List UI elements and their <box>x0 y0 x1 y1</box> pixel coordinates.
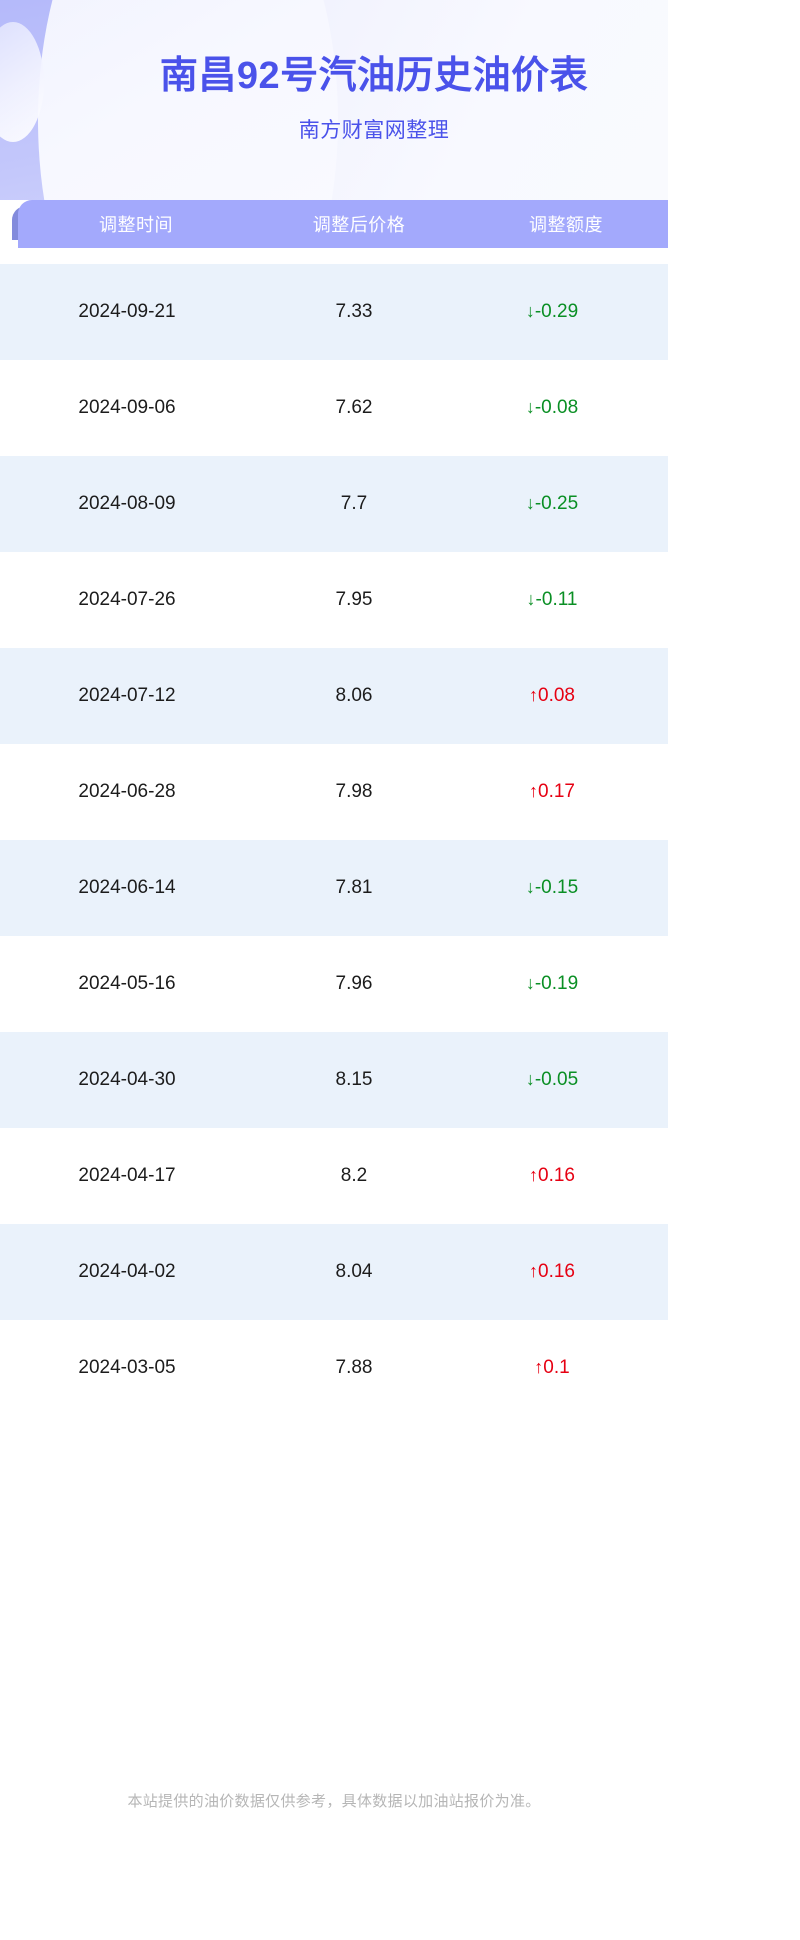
page-header-banner: 南昌92号汽油历史油价表 南方财富网整理 <box>0 0 668 200</box>
cell-date: 2024-06-28 <box>78 781 176 802</box>
delta-value: 0.16 <box>538 1165 575 1186</box>
table-row: 2024-07-12 8.06 ↑0.08 <box>0 648 668 744</box>
content-column: 南昌92号汽油历史油价表 南方财富网整理 南方财富 southmoney.com… <box>0 0 668 1810</box>
table-row: 2024-08-09 7.7 ↓-0.25 <box>0 456 668 552</box>
cell-delta: ↑0.17 <box>454 781 650 803</box>
delta-value: 0.17 <box>538 781 575 802</box>
page-subtitle: 南方财富网整理 <box>298 118 450 142</box>
cell-delta: ↓-0.19 <box>454 973 650 995</box>
cell-delta: ↑0.16 <box>454 1261 650 1283</box>
column-header-date: 调整时间 <box>99 215 173 235</box>
arrow-down-icon: ↓ <box>526 589 536 609</box>
delta-value: 0.1 <box>543 1357 570 1378</box>
arrow-up-icon: ↑ <box>529 781 538 801</box>
table-row: 2024-04-02 8.04 ↑0.16 <box>0 1224 668 1320</box>
table-row: 2024-03-05 7.88 ↑0.1 <box>0 1320 668 1416</box>
table-row: 2024-09-21 7.33 ↓-0.29 <box>0 264 668 360</box>
cell-date: 2024-04-30 <box>78 1069 176 1090</box>
cell-price: 8.04 <box>335 1261 373 1282</box>
cell-price: 7.96 <box>335 973 373 994</box>
header-text-group: 南昌92号汽油历史油价表 南方财富网整理 <box>80 0 668 200</box>
page-title: 南昌92号汽油历史油价表 <box>159 55 589 98</box>
delta-value: -0.25 <box>534 493 579 514</box>
table-row: 2024-07-26 7.95 ↓-0.11 <box>0 552 668 648</box>
arrow-up-icon: ↑ <box>529 1261 538 1281</box>
cell-price: 7.7 <box>340 493 368 514</box>
arrow-up-icon: ↑ <box>529 685 538 705</box>
delta-value: -0.29 <box>534 301 579 322</box>
cell-date: 2024-08-09 <box>78 493 176 514</box>
cell-price: 7.62 <box>335 397 373 418</box>
delta-value: -0.05 <box>534 1069 579 1090</box>
table-row: 2024-06-28 7.98 ↑0.17 <box>0 744 668 840</box>
table-row: 2024-04-17 8.2 ↑0.16 <box>0 1128 668 1224</box>
cell-price: 7.81 <box>335 877 373 898</box>
cell-price: 7.88 <box>335 1357 373 1378</box>
arrow-down-icon: ↓ <box>525 973 535 993</box>
table-row: 2024-05-16 7.96 ↓-0.19 <box>0 936 668 1032</box>
arrow-down-icon: ↓ <box>525 301 535 321</box>
cell-delta: ↑0.1 <box>454 1357 650 1379</box>
table-row: 2024-04-30 8.15 ↓-0.05 <box>0 1032 668 1128</box>
cell-delta: ↓-0.05 <box>454 1069 650 1091</box>
cell-price: 7.98 <box>335 781 373 802</box>
arrow-up-icon: ↑ <box>534 1357 544 1377</box>
delta-value: -0.08 <box>534 397 579 418</box>
column-header-delta: 调整额度 <box>529 215 603 235</box>
table-row: 2024-06-14 7.81 ↓-0.15 <box>0 840 668 936</box>
cell-date: 2024-04-17 <box>78 1165 176 1186</box>
table-row: 2024-09-06 7.62 ↓-0.08 <box>0 360 668 456</box>
arrow-down-icon: ↓ <box>525 493 535 513</box>
arrow-down-icon: ↓ <box>525 877 535 897</box>
cell-price: 8.2 <box>340 1165 368 1186</box>
arrow-down-icon: ↓ <box>525 397 535 417</box>
cell-date: 2024-09-21 <box>78 301 176 322</box>
cell-date: 2024-06-14 <box>78 877 176 898</box>
cell-delta: ↓-0.25 <box>454 493 650 515</box>
cell-delta: ↑0.16 <box>454 1165 650 1187</box>
table-header-row: 调整时间 调整后价格 调整额度 <box>18 200 668 248</box>
cell-date: 2024-07-12 <box>78 685 176 706</box>
cell-price: 7.33 <box>335 301 373 322</box>
delta-value: 0.16 <box>538 1261 575 1282</box>
disclaimer-text: 本站提供的油价数据仅供参考，具体数据以加油站报价为准。 <box>127 1793 541 1810</box>
cell-price: 8.15 <box>335 1069 373 1090</box>
cell-date: 2024-04-02 <box>78 1261 176 1282</box>
delta-value: -0.15 <box>534 877 579 898</box>
delta-value: -0.19 <box>534 973 579 994</box>
cell-date: 2024-03-05 <box>78 1357 176 1378</box>
decor-sweep-icon <box>38 0 338 200</box>
arrow-down-icon: ↓ <box>525 1069 535 1089</box>
arrow-up-icon: ↑ <box>529 1165 538 1185</box>
cell-delta: ↓-0.15 <box>454 877 650 899</box>
delta-value: 0.08 <box>538 685 575 706</box>
cell-delta: ↓-0.11 <box>454 589 650 611</box>
cell-delta: ↑0.08 <box>454 685 650 707</box>
cell-price: 7.95 <box>335 589 373 610</box>
delta-value: -0.11 <box>535 589 578 610</box>
cell-delta: ↓-0.29 <box>454 301 650 323</box>
cell-date: 2024-05-16 <box>78 973 176 994</box>
table-body: 2024-09-21 7.33 ↓-0.29 2024-09-06 7.62 ↓-0.08… <box>0 264 668 1416</box>
price-history-table: 调整时间 调整后价格 调整额度 2024-09-21 7.33 ↓-0.29 2024… <box>0 200 668 1416</box>
cell-date: 2024-09-06 <box>78 397 176 418</box>
column-header-price: 调整后价格 <box>312 215 406 235</box>
cell-delta: ↓-0.08 <box>454 397 650 419</box>
cell-date: 2024-07-26 <box>78 589 176 610</box>
cell-price: 8.06 <box>335 685 373 706</box>
